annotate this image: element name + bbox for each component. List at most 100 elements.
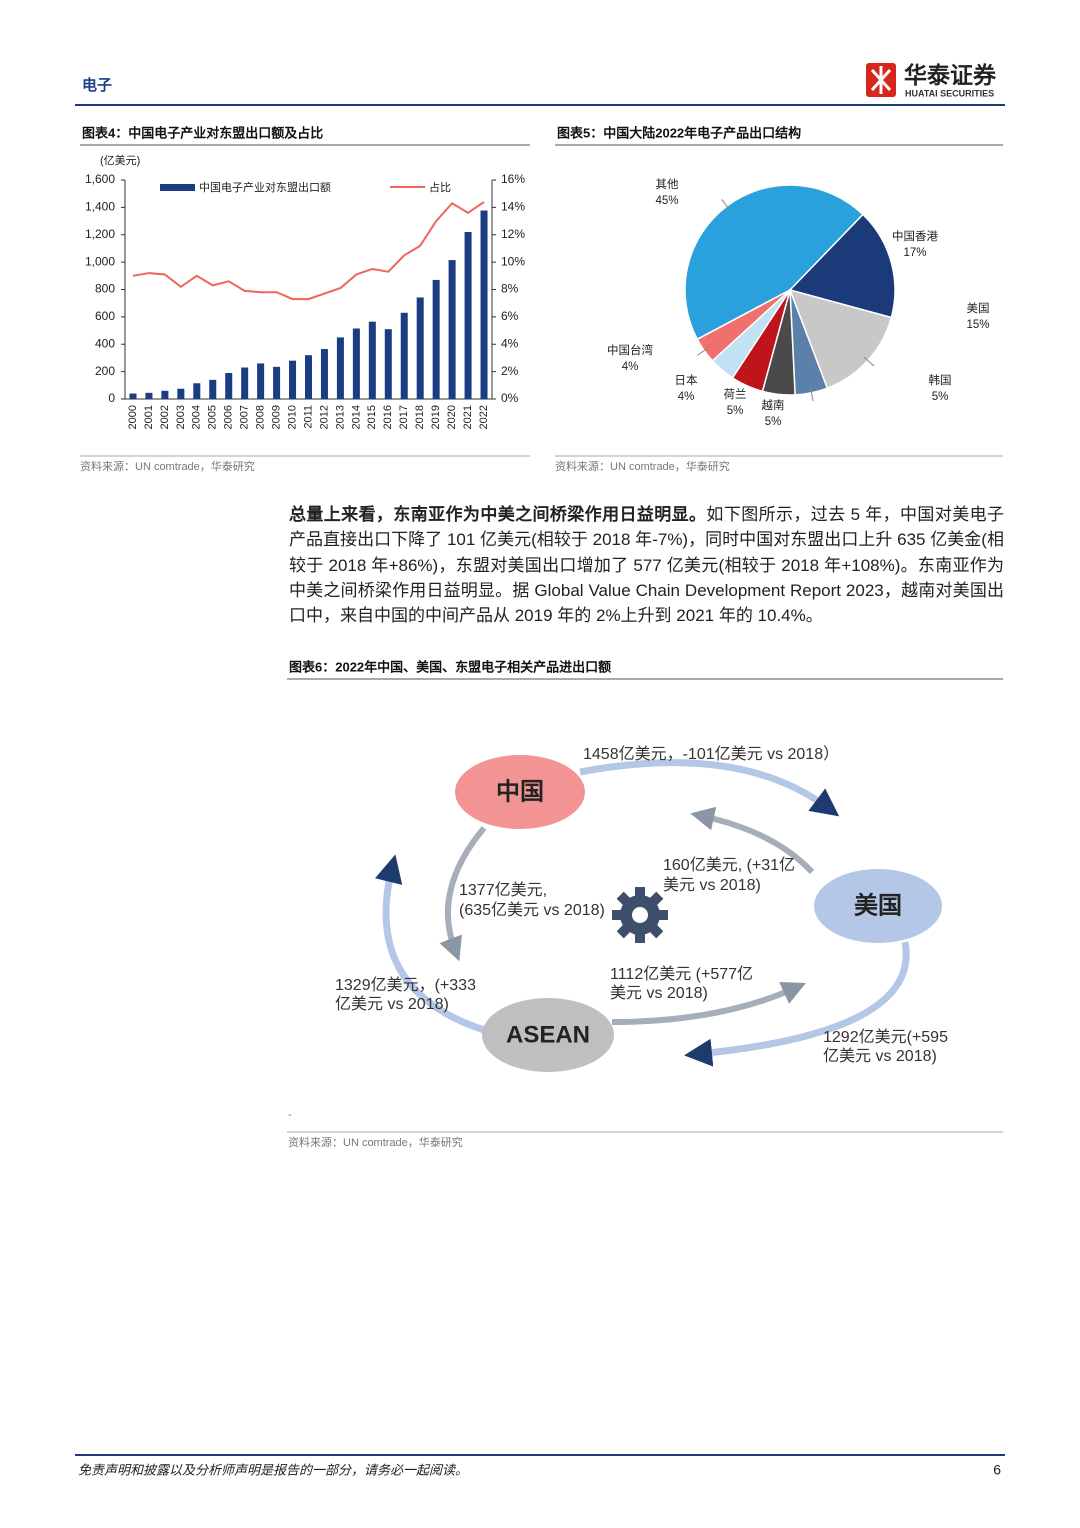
bar bbox=[400, 312, 408, 399]
pie-label-value: 5% bbox=[765, 416, 782, 428]
y2-tick-label: 4% bbox=[501, 336, 519, 350]
y2-tick-label: 6% bbox=[501, 309, 519, 323]
pie-label: 其他 45% bbox=[655, 178, 679, 207]
pie-label: 韩国 5% bbox=[929, 373, 952, 403]
y2-tick-label: 16% bbox=[501, 172, 525, 186]
pie-label-name: 美国 bbox=[967, 301, 990, 315]
x-tick-label: 2018 bbox=[414, 405, 426, 429]
x-tick-label: 2020 bbox=[446, 405, 458, 429]
x-tick-label: 2009 bbox=[270, 405, 282, 429]
edge-line: 1329亿美元，(+333 bbox=[335, 976, 476, 994]
bar bbox=[368, 321, 376, 399]
bar bbox=[225, 372, 233, 399]
x-tick-label: 2001 bbox=[143, 405, 155, 429]
bar bbox=[161, 390, 169, 399]
bar bbox=[432, 279, 440, 399]
edge-line: (635亿美元 vs 2018) bbox=[459, 901, 605, 919]
bar bbox=[193, 383, 201, 399]
x-tick-label: 2010 bbox=[286, 405, 298, 429]
pie-label-value: 5% bbox=[932, 391, 949, 403]
x-tick-label: 2008 bbox=[255, 405, 267, 429]
bar bbox=[320, 349, 328, 399]
arrow bbox=[579, 759, 840, 817]
bar bbox=[257, 363, 265, 399]
y-tick-label: 1,400 bbox=[85, 200, 115, 214]
bar bbox=[480, 210, 488, 399]
source: 资料来源：UN comtrade，华泰研究 bbox=[555, 459, 730, 473]
edge-label: 1112亿美元 (+577亿美元 vs 2018) bbox=[610, 965, 753, 1002]
edge-line: 亿美元 vs 2018) bbox=[335, 995, 449, 1013]
legend-label: 中国电子产业对东盟出口额 bbox=[199, 180, 331, 194]
legend-swatch bbox=[160, 184, 195, 191]
x-tick-label: 2012 bbox=[318, 405, 330, 429]
y-tick-label: 0 bbox=[108, 391, 115, 405]
leader-line bbox=[809, 387, 814, 402]
figure-title: 图表6：2022年中国、美国、东盟电子相关产品进出口额 bbox=[289, 659, 611, 674]
x-tick-label: 2000 bbox=[127, 405, 139, 429]
page-number: 6 bbox=[993, 1462, 1001, 1478]
pie-label: 荷兰 5% bbox=[724, 388, 747, 417]
edge-label: 1458亿美元，-101亿美元 vs 2018） bbox=[583, 745, 839, 763]
arrow bbox=[375, 854, 486, 1034]
x-tick-label: 2015 bbox=[366, 405, 378, 429]
edge-label: 160亿美元, (+31亿美元 vs 2018) bbox=[663, 856, 795, 894]
bar bbox=[464, 232, 472, 399]
pie-label-name: 其他 bbox=[656, 178, 679, 191]
y2-tick-label: 2% bbox=[501, 364, 519, 378]
x-tick-label: 2021 bbox=[462, 405, 474, 429]
pie-label: 越南 5% bbox=[762, 398, 785, 428]
arrow bbox=[439, 826, 487, 962]
bar bbox=[448, 260, 456, 399]
y2-tick-label: 0% bbox=[501, 391, 519, 405]
y-tick-label: 400 bbox=[95, 336, 115, 350]
bar bbox=[177, 388, 185, 399]
y-tick-label: 600 bbox=[95, 309, 115, 323]
y-tick-label: 800 bbox=[95, 282, 115, 296]
bar bbox=[289, 360, 297, 399]
x-tick-label: 2013 bbox=[334, 405, 346, 429]
brand: 华泰证券 bbox=[904, 62, 997, 88]
x-tick-label: 2004 bbox=[191, 405, 203, 429]
x-tick-label: 2016 bbox=[382, 405, 394, 429]
bar bbox=[384, 329, 392, 399]
lead: 总量上来看，东南亚作为中美之间桥梁作用日益明显。 bbox=[289, 505, 707, 524]
x-tick-label: 2005 bbox=[207, 405, 219, 429]
note: - bbox=[288, 1109, 292, 1121]
x-tick-label: 2022 bbox=[478, 405, 490, 429]
pie-label-name: 韩国 bbox=[929, 373, 952, 387]
edge-label: 1292亿美元(+595 亿美元 vs 2018) bbox=[823, 1028, 948, 1065]
legend-label: 占比 bbox=[429, 180, 451, 194]
pie-label: 中国香港 17% bbox=[892, 230, 938, 259]
arrow bbox=[611, 982, 806, 1025]
edge-label: 1377亿美元, (635亿美元 vs 2018) bbox=[459, 881, 605, 919]
body-text: 如下图所示，过去 5 年，中国对美电子产品直接出口下降了 101 亿美元(相较于… bbox=[289, 505, 1004, 626]
node-label: ASEAN bbox=[506, 1021, 590, 1048]
gear bbox=[612, 887, 668, 943]
node bbox=[482, 998, 614, 1072]
paragraph: 总量上来看，东南亚作为中美之间桥梁作用日益明显。如下图所示，过去 5 年，中国对… bbox=[289, 502, 1004, 628]
pie-label-value: 4% bbox=[678, 391, 695, 403]
node bbox=[814, 869, 942, 943]
section: 电子 bbox=[82, 76, 112, 94]
y2-tick-label: 14% bbox=[501, 200, 525, 214]
axis-unit: (亿美元) bbox=[100, 154, 140, 167]
source: 资料来源：UN comtrade，华泰研究 bbox=[288, 1135, 463, 1149]
x-tick-label: 2014 bbox=[350, 405, 362, 429]
x-tick-label: 2002 bbox=[159, 405, 171, 429]
source: 资料来源：UN comtrade，华泰研究 bbox=[80, 459, 255, 473]
pie-label-name: 荷兰 bbox=[724, 388, 747, 401]
node bbox=[455, 755, 585, 829]
pie-label-value: 45% bbox=[655, 195, 678, 207]
disclaimer: 免责声明和披露以及分析师声明是报告的一部分，请务必一起阅读。 bbox=[78, 1462, 468, 1477]
pie-label-value: 17% bbox=[903, 247, 926, 259]
bar bbox=[129, 393, 137, 399]
y-tick-label: 1,600 bbox=[85, 172, 115, 186]
bar bbox=[304, 355, 313, 399]
y2-tick-label: 12% bbox=[501, 227, 525, 241]
pie-label: 日本 4% bbox=[675, 373, 698, 403]
leader-line bbox=[697, 347, 709, 356]
edge-line: 亿美元 vs 2018) bbox=[823, 1047, 937, 1065]
logo-mark bbox=[870, 66, 892, 94]
